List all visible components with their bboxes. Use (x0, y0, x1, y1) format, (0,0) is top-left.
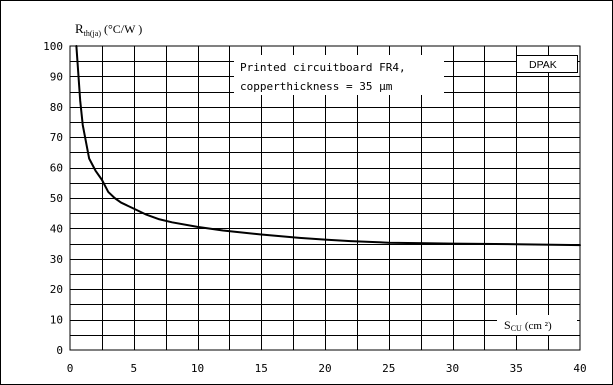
annotation-line-1: Printed circuitboard FR4, (240, 61, 406, 74)
y-tick-label: 40 (50, 222, 63, 235)
x-axis-label-unit: (cm ²) (525, 320, 552, 332)
x-tick-label: 30 (446, 362, 459, 375)
y-axis-label-main: R (75, 21, 84, 36)
series-line (75, 45, 581, 247)
plot-frame (69, 45, 581, 351)
y-tick-label: 90 (50, 70, 63, 83)
x-tick-label: 25 (382, 362, 395, 375)
x-axis-label-sub: CU (511, 324, 522, 333)
y-tick-label: 20 (50, 283, 63, 296)
package-label-bg (516, 55, 578, 73)
x-tick-label: 15 (255, 362, 268, 375)
annotation-box-bg (234, 55, 444, 95)
y-tick-label: 80 (50, 101, 63, 114)
y-axis-label-unit: (°C/W ) (104, 22, 142, 36)
y-tick-label: 70 (50, 131, 63, 144)
y-tick-label: 50 (50, 192, 63, 205)
series (75, 45, 581, 247)
x-tick-label: 40 (573, 362, 586, 375)
x-tick-label: 20 (318, 362, 331, 375)
x-axis-label-bg (497, 315, 577, 335)
y-axis-label: Rth(ja) (°C/W ) (75, 21, 142, 38)
y-tick-label: 60 (50, 162, 63, 175)
x-axis-label: SCU (cm ²) (504, 318, 552, 333)
y-tick-label: 0 (56, 344, 63, 357)
package-label-box (516, 55, 578, 73)
y-axis-label-sub: th(ja) (84, 29, 102, 38)
x-axis-label-main: S (504, 318, 511, 332)
package-label: DPAK (529, 59, 557, 71)
y-tick-label: 30 (50, 253, 63, 266)
annotation-line-2: copperthickness = 35 µm (240, 80, 393, 93)
x-tick-label: 10 (191, 362, 204, 375)
y-tick-label: 10 (50, 314, 63, 327)
grid (70, 46, 580, 350)
tick-labels: 0 10 20 30 40 50 60 70 80 90 100 0 5 10 15 20 25 30 35 40 (43, 40, 587, 375)
x-tick-label: 0 (67, 362, 74, 375)
x-tick-label: 35 (510, 362, 523, 375)
x-tick-label: 5 (130, 362, 137, 375)
y-tick-label: 100 (43, 40, 63, 53)
